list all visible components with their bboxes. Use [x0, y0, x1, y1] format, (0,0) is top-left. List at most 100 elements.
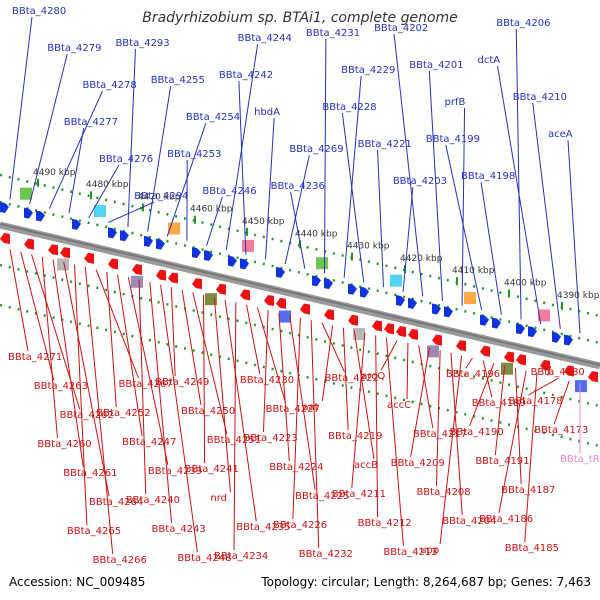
scale-row-0	[0, 173, 600, 318]
gene-label: BBta_4277	[64, 117, 118, 128]
leader-line	[498, 370, 527, 514]
gene-label: BBta_4191	[475, 456, 529, 467]
forward-gene-arrow	[24, 207, 33, 219]
category-box	[575, 380, 587, 393]
forward-gene-arrow	[564, 334, 573, 346]
leader-line	[233, 302, 237, 551]
gene-label: BBta_4213	[383, 547, 437, 558]
leader-line	[265, 117, 275, 260]
reverse-gene-arrow	[432, 334, 442, 346]
reverse-gene-arrow	[588, 371, 598, 383]
gene-features	[0, 187, 598, 393]
gene-label: BBta_4253	[167, 149, 221, 160]
gene-label: BBta_4221	[358, 139, 412, 150]
forward-gene-arrow	[144, 235, 153, 247]
leader-line	[351, 332, 366, 489]
leader-line	[428, 70, 443, 301]
leader-line	[290, 191, 306, 269]
forward-gene-arrow	[552, 331, 561, 343]
gene-label: BBta_4243	[152, 524, 206, 535]
leader-line	[343, 75, 362, 278]
gene-label: BBta_4229	[341, 65, 395, 76]
reverse-gene-arrow	[156, 269, 166, 281]
scale-row-1	[0, 200, 600, 345]
leader-line	[95, 269, 139, 379]
category-box	[205, 293, 217, 306]
forward-gene-arrow	[432, 303, 441, 315]
leader-line	[461, 107, 466, 306]
gene-label: BBta_4247	[122, 437, 176, 448]
gene-label: BBta_4266	[93, 555, 147, 566]
leader-line	[147, 85, 172, 232]
gene-label: BBta_4227	[266, 404, 320, 415]
scale-row-3	[0, 303, 600, 448]
leader-line	[547, 365, 552, 376]
accession-text: Accession: NC_009485	[9, 575, 145, 589]
leader-line	[480, 181, 502, 315]
leader-line	[127, 48, 136, 228]
forward-gene-arrow	[324, 278, 333, 290]
gene-label: nrd	[210, 493, 227, 504]
gene-label: BBta_4267	[118, 379, 172, 390]
leader-line	[341, 112, 365, 283]
leader-line	[465, 357, 473, 369]
leader-line	[385, 337, 404, 547]
category-box	[94, 205, 106, 218]
tick-label-7: 4420 kbp	[400, 254, 443, 264]
forward-gene-arrow	[228, 255, 237, 267]
leader-line	[224, 299, 257, 522]
reverse-gene-arrow	[168, 272, 178, 284]
reverse-gene-arrow	[540, 359, 550, 371]
leader-line	[48, 90, 103, 209]
gene-label: BBta_4186	[479, 514, 533, 525]
forward-gene-arrow	[516, 323, 525, 335]
tick-label-0: 4490 kbp	[33, 168, 76, 178]
category-box	[353, 327, 365, 340]
gene-label: hbdA	[254, 107, 280, 118]
leader-line	[166, 122, 207, 237]
leader-line	[375, 335, 379, 518]
leader-line	[278, 312, 290, 462]
forward-gene-arrow	[36, 210, 45, 222]
leader-line	[406, 342, 409, 400]
gene-label: BBta_4201	[409, 60, 463, 71]
category-box	[538, 309, 550, 322]
reverse-gene-arrow	[300, 303, 310, 315]
leader-line	[524, 373, 538, 543]
leader-line	[74, 264, 88, 526]
leader-line	[377, 149, 384, 288]
reverse-gene-arrow	[132, 264, 142, 276]
category-box	[20, 187, 32, 200]
tick-label-6: 4430 kbp	[347, 242, 390, 252]
category-box	[242, 239, 254, 252]
topology-text: Topology: circular; Length: 8,264,687 bp…	[260, 575, 591, 589]
leader-line	[149, 282, 173, 524]
leader-line	[435, 350, 441, 487]
leader-line	[170, 287, 176, 377]
reverse-gene-arrow	[516, 354, 526, 366]
leader-line	[29, 53, 68, 205]
gene-label: BBta_4178	[508, 396, 562, 407]
reverse-gene-arrow	[264, 295, 274, 307]
gene-label: aat	[302, 402, 318, 413]
gene-label: BBta_4219	[328, 431, 382, 442]
leader-line	[20, 251, 55, 381]
tick-label-4: 4450 kbp	[242, 217, 285, 227]
reverse-gene-arrow	[324, 309, 334, 321]
gene-label: BBta_4265	[67, 526, 121, 537]
leader-line	[238, 80, 247, 255]
gene-label: BBta_4202	[374, 23, 428, 34]
leader-line	[41, 256, 58, 439]
leader-line	[138, 279, 147, 495]
gene-label: aceA	[548, 129, 573, 140]
leader-line	[418, 345, 434, 429]
reverse-gene-arrow	[384, 323, 394, 335]
forward-gene-arrow	[192, 247, 201, 259]
gene-label: BBta_4211	[332, 489, 386, 500]
gene-label: BBta_4226	[273, 520, 327, 531]
gene-label: BBta_4206	[496, 18, 550, 29]
gene-label: BBta_4222	[325, 373, 379, 384]
leader-line	[321, 325, 334, 402]
gene-label: BBta_4279	[47, 43, 101, 54]
leader-line	[515, 28, 522, 320]
